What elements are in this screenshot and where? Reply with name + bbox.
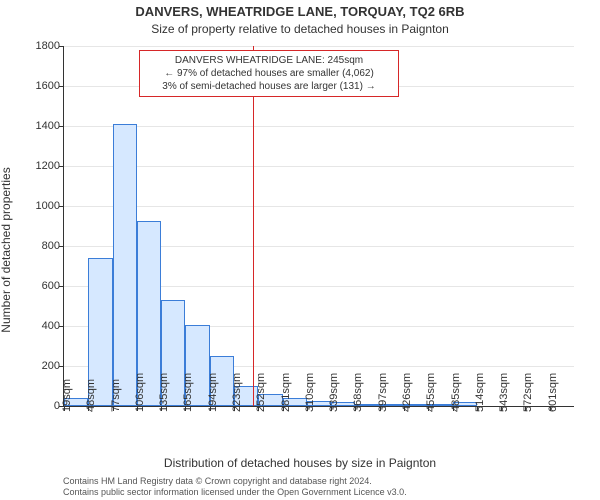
x-axis-label: Distribution of detached houses by size … [0, 456, 600, 470]
x-tick-label: 223sqm [231, 373, 243, 412]
annotation-line-2: ← 97% of detached houses are smaller (4,… [146, 67, 392, 80]
y-axis-label: Number of detached properties [0, 167, 13, 332]
x-tick-label: 339sqm [328, 373, 340, 412]
y-tick-label: 1400 [36, 120, 60, 132]
gridline [64, 46, 574, 47]
y-tick-label: 1600 [36, 80, 60, 92]
x-tick-label: 310sqm [304, 373, 316, 412]
x-tick-label: 48sqm [85, 379, 97, 412]
x-tick-label: 514sqm [474, 373, 486, 412]
y-tick-label: 400 [42, 320, 60, 332]
annotation-line-1: DANVERS WHEATRIDGE LANE: 245sqm [146, 54, 392, 67]
x-tick-label: 77sqm [110, 379, 122, 412]
reference-line [253, 46, 254, 406]
gridline [64, 126, 574, 127]
x-tick-label: 426sqm [401, 373, 413, 412]
y-tick-label: 1200 [36, 160, 60, 172]
x-tick-label: 135sqm [158, 373, 170, 412]
x-tick-label: 252sqm [255, 373, 267, 412]
plot-area: 02004006008001000120014001600180019sqm48… [63, 46, 574, 407]
chart-title-sub: Size of property relative to detached ho… [0, 22, 600, 36]
x-tick-label: 455sqm [425, 373, 437, 412]
x-tick-label: 165sqm [182, 373, 194, 412]
histogram-bar [113, 124, 137, 406]
x-tick-label: 281sqm [280, 373, 292, 412]
x-tick-label: 397sqm [377, 373, 389, 412]
x-tick-label: 194sqm [207, 373, 219, 412]
y-tick-label: 1000 [36, 200, 60, 212]
gridline [64, 206, 574, 207]
annotation-line-3: 3% of semi-detached houses are larger (1… [146, 80, 392, 93]
chart-title-main: DANVERS, WHEATRIDGE LANE, TORQUAY, TQ2 6… [0, 4, 600, 19]
footer-note: Contains HM Land Registry data © Crown c… [63, 476, 583, 499]
footer-line-1: Contains HM Land Registry data © Crown c… [63, 476, 583, 487]
annotation-box: DANVERS WHEATRIDGE LANE: 245sqm ← 97% of… [139, 50, 399, 97]
x-tick-label: 601sqm [547, 373, 559, 412]
x-tick-label: 543sqm [498, 373, 510, 412]
x-tick-label: 106sqm [134, 373, 146, 412]
footer-line-2: Contains public sector information licen… [63, 487, 583, 498]
gridline [64, 166, 574, 167]
y-tick-label: 800 [42, 240, 60, 252]
x-tick-label: 572sqm [522, 373, 534, 412]
y-tick-label: 1800 [36, 40, 60, 52]
x-tick-label: 485sqm [450, 373, 462, 412]
chart-container: DANVERS, WHEATRIDGE LANE, TORQUAY, TQ2 6… [0, 0, 600, 500]
y-tick-label: 0 [54, 400, 60, 412]
x-tick-label: 19sqm [61, 379, 73, 412]
y-tick-label: 200 [42, 360, 60, 372]
x-tick-label: 368sqm [352, 373, 364, 412]
y-tick-label: 600 [42, 280, 60, 292]
